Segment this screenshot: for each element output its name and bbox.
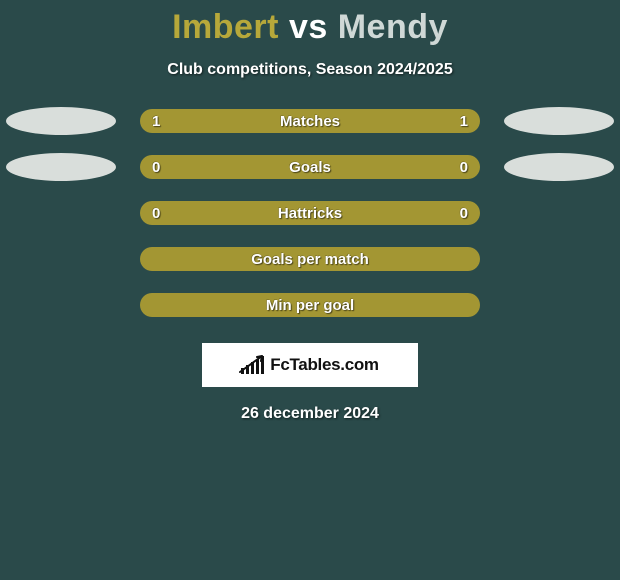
stat-row: 0 Hattricks 0: [0, 201, 620, 225]
player2-name: Mendy: [338, 8, 448, 46]
stat-right-value: 1: [460, 113, 468, 130]
stat-row: Goals per match: [0, 247, 620, 271]
right-ellipse: [504, 107, 614, 135]
date-label: 26 december 2024: [0, 405, 620, 423]
comparison-title: Imbert vs Mendy: [0, 0, 620, 47]
stat-rows: 1 Matches 1 0 Goals 0 0 Hattricks 0 Goals per mat…: [0, 109, 620, 317]
stat-left-value: 0: [152, 159, 160, 176]
arrow-icon: [238, 354, 268, 374]
stat-pill: 0 Hattricks 0: [140, 201, 480, 225]
stat-right-value: 0: [460, 205, 468, 222]
chart-icon: [241, 356, 264, 374]
vs-label: vs: [289, 8, 328, 46]
stat-label: Goals: [289, 159, 331, 176]
stat-label: Hattricks: [278, 205, 342, 222]
stat-row: Min per goal: [0, 293, 620, 317]
player1-name: Imbert: [172, 8, 279, 46]
stat-pill: 1 Matches 1: [140, 109, 480, 133]
subtitle: Club competitions, Season 2024/2025: [0, 61, 620, 79]
stat-label: Goals per match: [251, 251, 369, 268]
stat-label: Min per goal: [266, 297, 354, 314]
stat-label: Matches: [280, 113, 340, 130]
stat-left-value: 0: [152, 205, 160, 222]
stat-pill: 0 Goals 0: [140, 155, 480, 179]
left-ellipse: [6, 107, 116, 135]
stat-row: 0 Goals 0: [0, 155, 620, 179]
stat-row: 1 Matches 1: [0, 109, 620, 133]
left-ellipse: [6, 153, 116, 181]
stat-left-value: 1: [152, 113, 160, 130]
stat-right-value: 0: [460, 159, 468, 176]
logo-box: FcTables.com: [202, 343, 418, 387]
logo-text: FcTables.com: [270, 355, 379, 375]
stat-pill: Min per goal: [140, 293, 480, 317]
right-ellipse: [504, 153, 614, 181]
stat-pill: Goals per match: [140, 247, 480, 271]
